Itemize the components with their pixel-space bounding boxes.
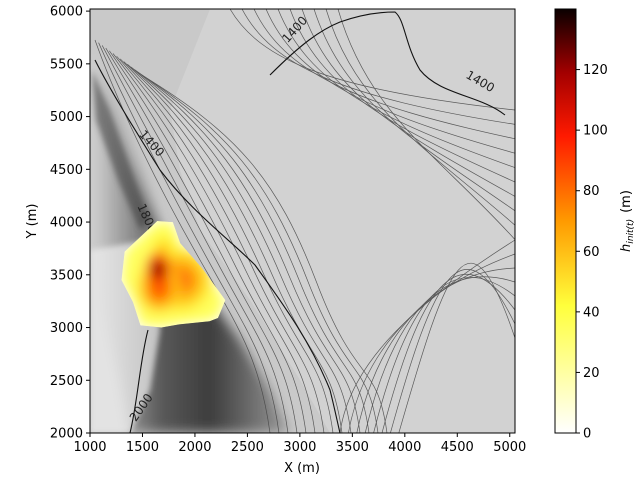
y-tick-label: 4000 [50,216,83,231]
major-contour-lines [94,11,506,433]
contour-line [390,269,515,433]
contour-line [123,61,343,433]
y-axis-label: Y (m) [25,204,40,240]
contour-line [253,9,515,140]
contour-line [98,42,280,433]
contour-2000 [129,329,149,433]
x-tick-label: 1500 [126,440,159,455]
contour-line [112,53,316,433]
y-tick-label: 2000 [50,427,83,442]
contour-line [141,74,388,433]
contour-line [339,239,515,433]
contour-line [325,9,515,226]
colorbar: 0 20 40 60 80 100 120 hinit(t) (m) [554,8,636,442]
x-tick-label: 3500 [336,440,369,455]
contour-line [381,274,515,433]
contour-line [119,58,334,433]
colorbar-label-unit: (m) [619,190,634,213]
y-axis-ticks: 2000 2500 3000 3500 4000 4500 5000 5500 6000 [50,5,90,442]
contour-1400-west [94,59,341,433]
colorbar-tick-label: 0 [583,427,591,442]
colorbar-tick-label: 60 [583,245,600,260]
terrain-plateau [170,9,515,433]
contour-line [134,69,370,433]
axes-frame [89,8,516,434]
x-tick-label: 4000 [388,440,421,455]
heatmap-peak [160,244,167,253]
x-tick-label: 2000 [178,440,211,455]
x-tick-label: 5000 [493,440,526,455]
contour-line [313,9,515,212]
y-tick-label: 3500 [50,268,83,283]
contour-line [241,9,515,125]
contour-line [398,263,515,433]
y-tick-label: 6000 [50,5,83,20]
colorbar-tick-label: 120 [583,63,608,78]
heatmap-peak [155,265,161,274]
colorbar-tick-label: 100 [583,124,608,139]
y-tick-label: 4500 [50,163,83,178]
colorbar-gradient [554,8,577,434]
contour-line [94,39,271,433]
x-tick-label: 1000 [73,440,106,455]
contour-line [116,55,325,433]
y-tick-label: 3000 [50,321,83,336]
colorbar-ticks: 0 20 40 60 80 100 120 [576,63,608,442]
x-axis-ticks: 1000 1500 2000 2500 3000 3500 4000 4500 5000 [73,433,526,455]
contour-1400-north [269,11,506,116]
y-tick-label: 5500 [50,57,83,72]
x-tick-label: 2500 [231,440,264,455]
contour-line [364,276,515,433]
colorbar-tick-label: 20 [583,366,600,381]
terrain-ridge-dark [92,70,150,230]
x-tick-label: 4500 [441,440,474,455]
contour-line [127,64,352,433]
y-tick-label: 5000 [50,110,83,125]
contour-line [277,9,515,168]
contour-line [289,9,515,183]
contour-line [229,9,515,111]
colorbar-label: hinit(t) (m) [619,190,636,252]
contour-line [301,9,515,197]
y-tick-label: 2500 [50,374,83,389]
heatmap-region [121,221,226,328]
colorbar-label-main: h [619,244,634,252]
contour-line [337,9,515,240]
x-tick-label: 3000 [283,440,316,455]
contour-line [105,47,298,433]
contour-line [101,45,289,433]
contour-line [138,72,379,433]
colorbar-tick-label: 40 [583,305,600,320]
contour-line [348,253,515,433]
x-axis-label: X (m) [284,461,320,476]
contour-line [130,66,361,433]
contour-lines [94,9,515,433]
contour-line [109,50,307,433]
colorbar-label-sub: init(t) [626,219,636,244]
contour-line [373,277,515,433]
colorbar-tick-label: 80 [583,184,600,199]
